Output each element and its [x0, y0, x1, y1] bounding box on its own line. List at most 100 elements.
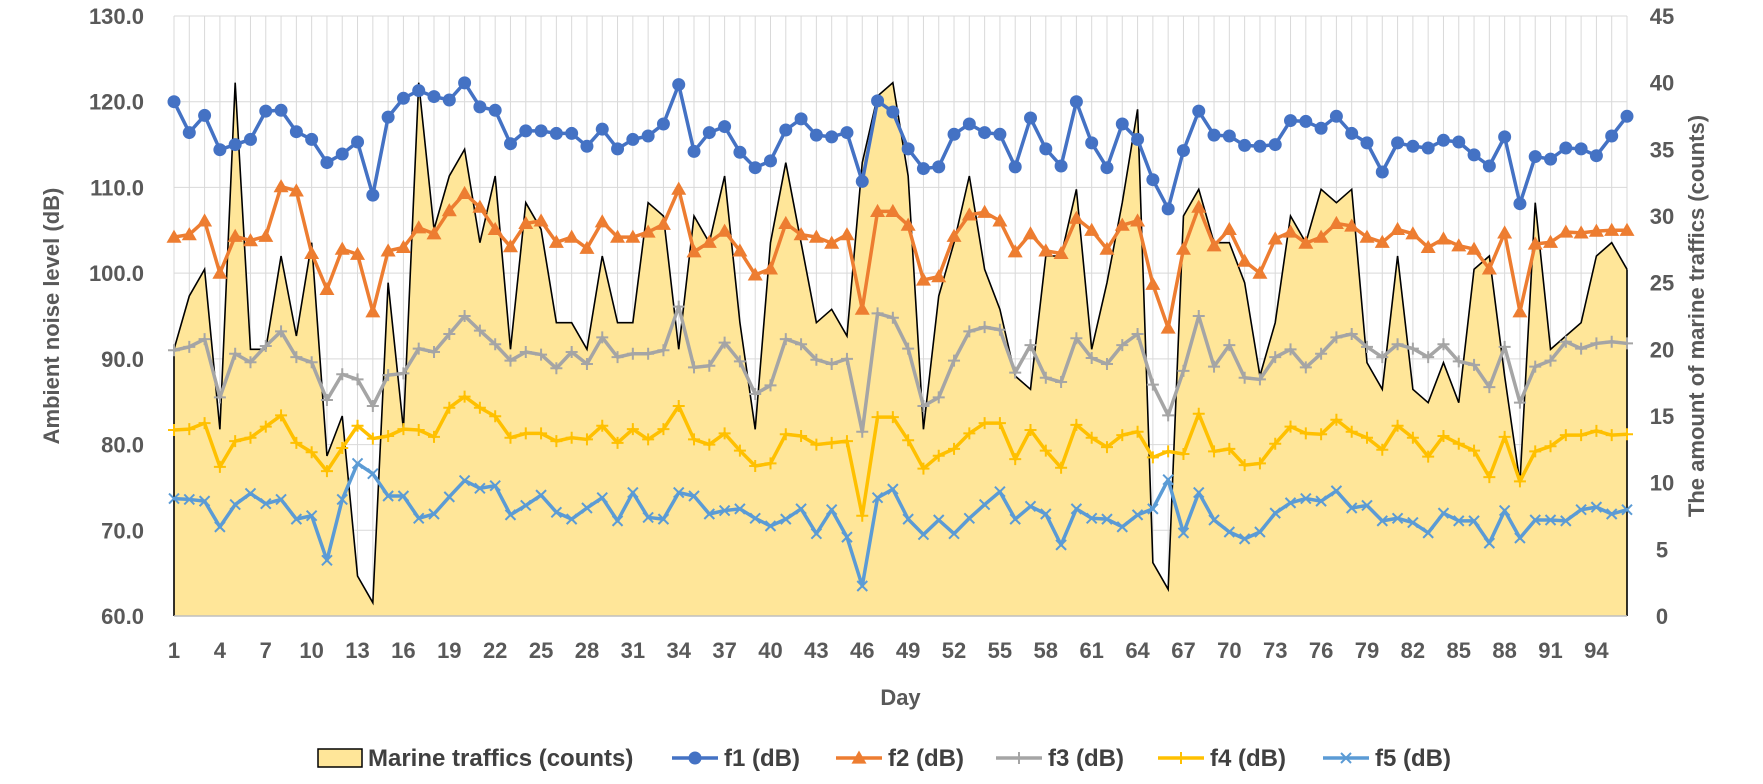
f2-point [1313, 229, 1329, 243]
f5-point [933, 514, 945, 526]
x-tick-label: 91 [1538, 638, 1562, 663]
f4-point [1299, 427, 1312, 440]
f5-point [1437, 507, 1450, 519]
f3-point [183, 340, 196, 353]
f5-point [290, 513, 303, 525]
f2-point [1298, 235, 1314, 249]
f2-point [1175, 241, 1191, 255]
f2-point [610, 229, 626, 243]
f1-point [809, 128, 823, 142]
f1-point [534, 124, 548, 138]
f1-point [320, 156, 334, 170]
f2-point [1145, 276, 1161, 290]
f2-point [992, 213, 1008, 227]
f3-point [825, 358, 838, 370]
f1-point [1054, 159, 1068, 173]
f2-point [701, 234, 717, 248]
f1-point [825, 130, 839, 144]
f1-point [1375, 165, 1389, 179]
f3-point [458, 310, 471, 322]
x-tick-label: 55 [988, 638, 1012, 663]
f2-point [518, 215, 534, 230]
f3-point [550, 362, 563, 375]
f5-point [810, 528, 823, 540]
x-tick-label: 46 [850, 638, 874, 663]
f5-point [413, 512, 425, 524]
y-tick-label: 100.0 [89, 261, 144, 286]
f5-point [1070, 503, 1083, 515]
f3-point [168, 344, 180, 357]
f2-point [640, 224, 656, 238]
f3-point [886, 311, 899, 324]
f4-point [795, 430, 808, 442]
f5-point [1300, 492, 1312, 505]
f3-point [764, 379, 777, 392]
f4-point [275, 409, 288, 422]
f4-point [580, 433, 593, 446]
x-tick-label: 88 [1492, 638, 1516, 663]
f4-point [1330, 413, 1343, 426]
f1-point [901, 142, 915, 156]
f4-point [1452, 437, 1465, 450]
f1-point [1192, 104, 1206, 118]
f2-point [625, 229, 641, 243]
f1-point [1008, 160, 1022, 174]
f3-point [1055, 376, 1068, 388]
y2-tick-label: 30 [1650, 204, 1674, 229]
f2-point [870, 203, 886, 218]
f3-point [948, 354, 961, 367]
f2-point [594, 214, 610, 228]
f3-point [259, 340, 272, 352]
f3-point [1513, 396, 1526, 409]
f5-point [168, 492, 180, 505]
f5-point [825, 504, 838, 516]
f1-point [656, 117, 670, 131]
f2-point [472, 199, 488, 213]
f1-point [672, 78, 686, 92]
f5-point [1590, 501, 1603, 513]
f1-point [1620, 109, 1634, 123]
f3-point [1345, 328, 1358, 340]
f4-point [1575, 429, 1588, 442]
f3-point [366, 400, 379, 412]
f3-point [1253, 373, 1266, 386]
f4-point [1498, 430, 1511, 443]
f2-point [778, 215, 794, 230]
f3-point [1376, 351, 1389, 364]
f3-point [993, 323, 1006, 336]
x-tick-label: 37 [712, 638, 736, 663]
f1-point [733, 145, 747, 159]
f4-point [1039, 444, 1052, 457]
f5-point [458, 474, 471, 487]
f5-point [1162, 474, 1174, 486]
f1-point [1498, 130, 1512, 144]
f2-point [1283, 224, 1299, 238]
f4-point [993, 417, 1006, 430]
f4-point [1085, 431, 1098, 444]
f3-line [173, 304, 1628, 434]
y-axis-title: Ambient noise level (dB) [39, 188, 64, 445]
f3-point [213, 391, 226, 404]
f1-point [763, 154, 777, 168]
f1-point [1589, 149, 1603, 163]
f2-point [212, 265, 228, 279]
f2-point [548, 234, 564, 248]
f3-point [1299, 361, 1312, 374]
f1-point [1574, 142, 1588, 156]
f4-point [749, 460, 762, 472]
f4-point [1406, 431, 1419, 444]
f2-point [854, 301, 870, 315]
f4-point [1192, 407, 1205, 420]
f4-point [764, 457, 777, 470]
f1-point [871, 94, 885, 108]
f3-point [198, 333, 211, 346]
f5-point [504, 509, 517, 521]
f5-point [1468, 515, 1480, 527]
f2-point [1543, 234, 1559, 248]
f1-point [519, 124, 533, 138]
f5-point [780, 513, 792, 525]
f1-point [396, 91, 410, 105]
f1-point [1069, 95, 1083, 109]
f3-point [1192, 310, 1205, 322]
